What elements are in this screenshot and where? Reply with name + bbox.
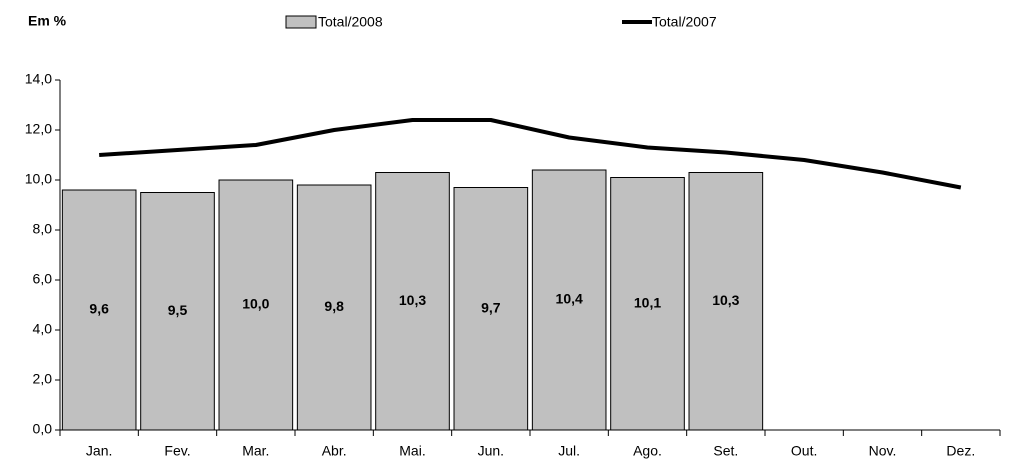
x-tick-label: Out. (791, 443, 817, 459)
bar (531, 169, 607, 431)
x-tick-label: Jun. (478, 443, 504, 459)
y-tick-label: 8,0 (33, 221, 53, 237)
value-label: 10,4 (556, 291, 583, 307)
value-label: 9,5 (168, 302, 188, 318)
x-tick-label: Mai. (399, 443, 425, 459)
y-tick-label: 4,0 (33, 321, 53, 337)
legend-label: Total/2007 (652, 14, 717, 30)
x-tick-label: Nov. (869, 443, 897, 459)
x-tick-label: Jan. (86, 443, 112, 459)
x-tick-label: Abr. (322, 443, 347, 459)
unit-label: Em % (28, 13, 67, 29)
bar (296, 184, 372, 431)
value-label: 9,6 (89, 301, 109, 317)
legend-label: Total/2008 (318, 14, 383, 30)
x-tick-label: Mar. (242, 443, 269, 459)
y-tick-label: 2,0 (33, 371, 53, 387)
legend-swatch (285, 15, 317, 29)
value-label: 10,0 (242, 296, 269, 312)
bar (688, 172, 764, 431)
y-tick-label: 12,0 (25, 121, 52, 137)
x-tick-label: Set. (713, 443, 738, 459)
x-tick-label: Jul. (558, 443, 580, 459)
y-tick-label: 14,0 (25, 71, 52, 87)
bar (453, 187, 529, 431)
bar (218, 179, 294, 431)
bar (375, 172, 450, 431)
bar (140, 192, 215, 431)
line (99, 118, 962, 190)
x-tick-label: Dez. (946, 443, 975, 459)
value-label: 10,3 (399, 292, 426, 308)
x-tick-label: Fev. (164, 443, 190, 459)
y-tick-label: 10,0 (25, 171, 52, 187)
value-label: 9,8 (324, 298, 344, 314)
x-tick-label: Ago. (633, 443, 662, 459)
value-label: 9,7 (481, 299, 501, 315)
y-tick-label: 0,0 (33, 421, 53, 437)
bar (61, 189, 137, 431)
value-label: 10,3 (712, 292, 739, 308)
value-label: 10,1 (634, 294, 661, 310)
bar (610, 177, 685, 431)
y-tick-label: 6,0 (33, 271, 53, 287)
